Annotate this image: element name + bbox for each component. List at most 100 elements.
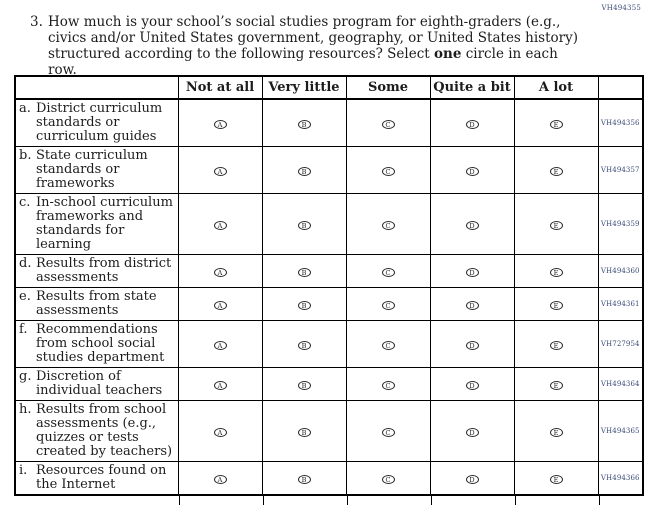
answer-oval-d[interactable]: D <box>465 381 479 391</box>
oval-letter: E <box>553 428 559 437</box>
answer-oval-a[interactable]: A <box>213 167 227 177</box>
answer-oval-c[interactable]: C <box>381 120 395 130</box>
answer-cell: D <box>429 400 515 462</box>
row-label-cell: e. Results from state assessments <box>14 287 179 321</box>
answer-oval-a[interactable]: A <box>213 341 227 351</box>
row-letter: h. <box>19 402 32 417</box>
answer-cell: B <box>261 254 347 288</box>
form-code-top-right: VH494355 <box>601 4 641 12</box>
row-letter: f. <box>19 322 28 337</box>
oval-letter: C <box>385 221 391 230</box>
oval-letter: D <box>469 221 475 230</box>
table-row: i. Resources found on the Internet A B C D E VH… <box>14 461 644 496</box>
row-label-cell: d. Results from district assessments <box>14 254 179 288</box>
oval-letter: C <box>385 167 391 176</box>
answer-cell: C <box>345 193 431 255</box>
oval-letter: C <box>385 120 391 129</box>
row-code: VH727954 <box>597 320 644 368</box>
answer-oval-d[interactable]: D <box>465 120 479 130</box>
answer-oval-a[interactable]: A <box>213 381 227 391</box>
answer-cell: C <box>345 254 431 288</box>
answer-oval-c[interactable]: C <box>381 301 395 311</box>
answer-oval-c[interactable]: C <box>381 475 395 485</box>
header-code-spacer <box>597 75 644 100</box>
question-text-end: circle in each row. <box>48 46 558 78</box>
answer-oval-d[interactable]: D <box>465 341 479 351</box>
oval-letter: A <box>217 381 223 390</box>
answer-oval-d[interactable]: D <box>465 428 479 438</box>
answer-oval-c[interactable]: C <box>381 268 395 278</box>
answer-oval-b[interactable]: B <box>297 428 311 438</box>
row-label-cell: h. Results from school assessments (e.g.,… <box>14 400 179 462</box>
answer-cell: E <box>513 367 599 401</box>
answer-oval-e[interactable]: E <box>549 301 563 311</box>
row-code: VH494360 <box>597 254 644 288</box>
answer-oval-e[interactable]: E <box>549 221 563 231</box>
answer-oval-c[interactable]: C <box>381 167 395 177</box>
question-bold-word: one <box>434 46 462 62</box>
table-row: d. Results from district assessments A B C D E… <box>14 254 644 288</box>
answer-oval-b[interactable]: B <box>297 221 311 231</box>
answer-oval-c[interactable]: C <box>381 381 395 391</box>
column-line-stub <box>431 496 432 505</box>
row-letter: e. <box>19 289 31 304</box>
answer-oval-e[interactable]: E <box>549 381 563 391</box>
answer-oval-b[interactable]: B <box>297 475 311 485</box>
answer-oval-a[interactable]: A <box>213 301 227 311</box>
answer-oval-a[interactable]: A <box>213 475 227 485</box>
answer-oval-e[interactable]: E <box>549 341 563 351</box>
answer-oval-e[interactable]: E <box>549 268 563 278</box>
answer-oval-b[interactable]: B <box>297 341 311 351</box>
oval-letter: A <box>217 120 223 129</box>
oval-letter: D <box>469 120 475 129</box>
oval-letter: B <box>301 167 307 176</box>
answer-oval-d[interactable]: D <box>465 221 479 231</box>
oval-letter: E <box>553 475 559 484</box>
answer-oval-e[interactable]: E <box>549 475 563 485</box>
answer-cell: A <box>177 367 263 401</box>
answer-oval-c[interactable]: C <box>381 428 395 438</box>
answer-cell: E <box>513 146 599 194</box>
answer-oval-e[interactable]: E <box>549 428 563 438</box>
oval-letter: C <box>385 341 391 350</box>
answer-oval-a[interactable]: A <box>213 428 227 438</box>
oval-letter: E <box>553 167 559 176</box>
answer-cell: C <box>345 461 431 496</box>
oval-letter: E <box>553 341 559 350</box>
oval-letter: D <box>469 428 475 437</box>
answer-cell: D <box>429 320 515 368</box>
row-label: In-school curriculum frameworks and stan… <box>36 195 173 252</box>
answer-cell: E <box>513 400 599 462</box>
table-row: e. Results from state assessments A B C D E VH4… <box>14 287 644 321</box>
answer-oval-c[interactable]: C <box>381 341 395 351</box>
answer-oval-b[interactable]: B <box>297 301 311 311</box>
answer-cell: C <box>345 146 431 194</box>
answer-oval-e[interactable]: E <box>549 167 563 177</box>
answer-oval-b[interactable]: B <box>297 120 311 130</box>
oval-letter: D <box>469 381 475 390</box>
oval-letter: A <box>217 475 223 484</box>
row-label-inner: b. State curriculum standards or framewor… <box>19 149 174 191</box>
row-label: Discretion of individual teachers <box>36 369 163 398</box>
answer-oval-e[interactable]: E <box>549 120 563 130</box>
answer-cell: D <box>429 254 515 288</box>
answer-oval-d[interactable]: D <box>465 301 479 311</box>
answer-cell: E <box>513 254 599 288</box>
answer-oval-a[interactable]: A <box>213 221 227 231</box>
answer-oval-b[interactable]: B <box>297 268 311 278</box>
answer-cell: A <box>177 461 263 496</box>
column-line-stub <box>347 496 348 505</box>
answer-oval-c[interactable]: C <box>381 221 395 231</box>
answer-oval-b[interactable]: B <box>297 167 311 177</box>
oval-letter: C <box>385 301 391 310</box>
row-label-inner: h. Results from school assessments (e.g.,… <box>19 403 174 459</box>
answer-oval-d[interactable]: D <box>465 167 479 177</box>
answer-oval-a[interactable]: A <box>213 268 227 278</box>
answer-oval-d[interactable]: D <box>465 268 479 278</box>
row-label-inner: d. Results from district assessments <box>19 257 174 285</box>
answer-oval-a[interactable]: A <box>213 120 227 130</box>
answer-cell: B <box>261 461 347 496</box>
row-letter: i. <box>19 463 28 478</box>
answer-oval-b[interactable]: B <box>297 381 311 391</box>
answer-oval-d[interactable]: D <box>465 475 479 485</box>
